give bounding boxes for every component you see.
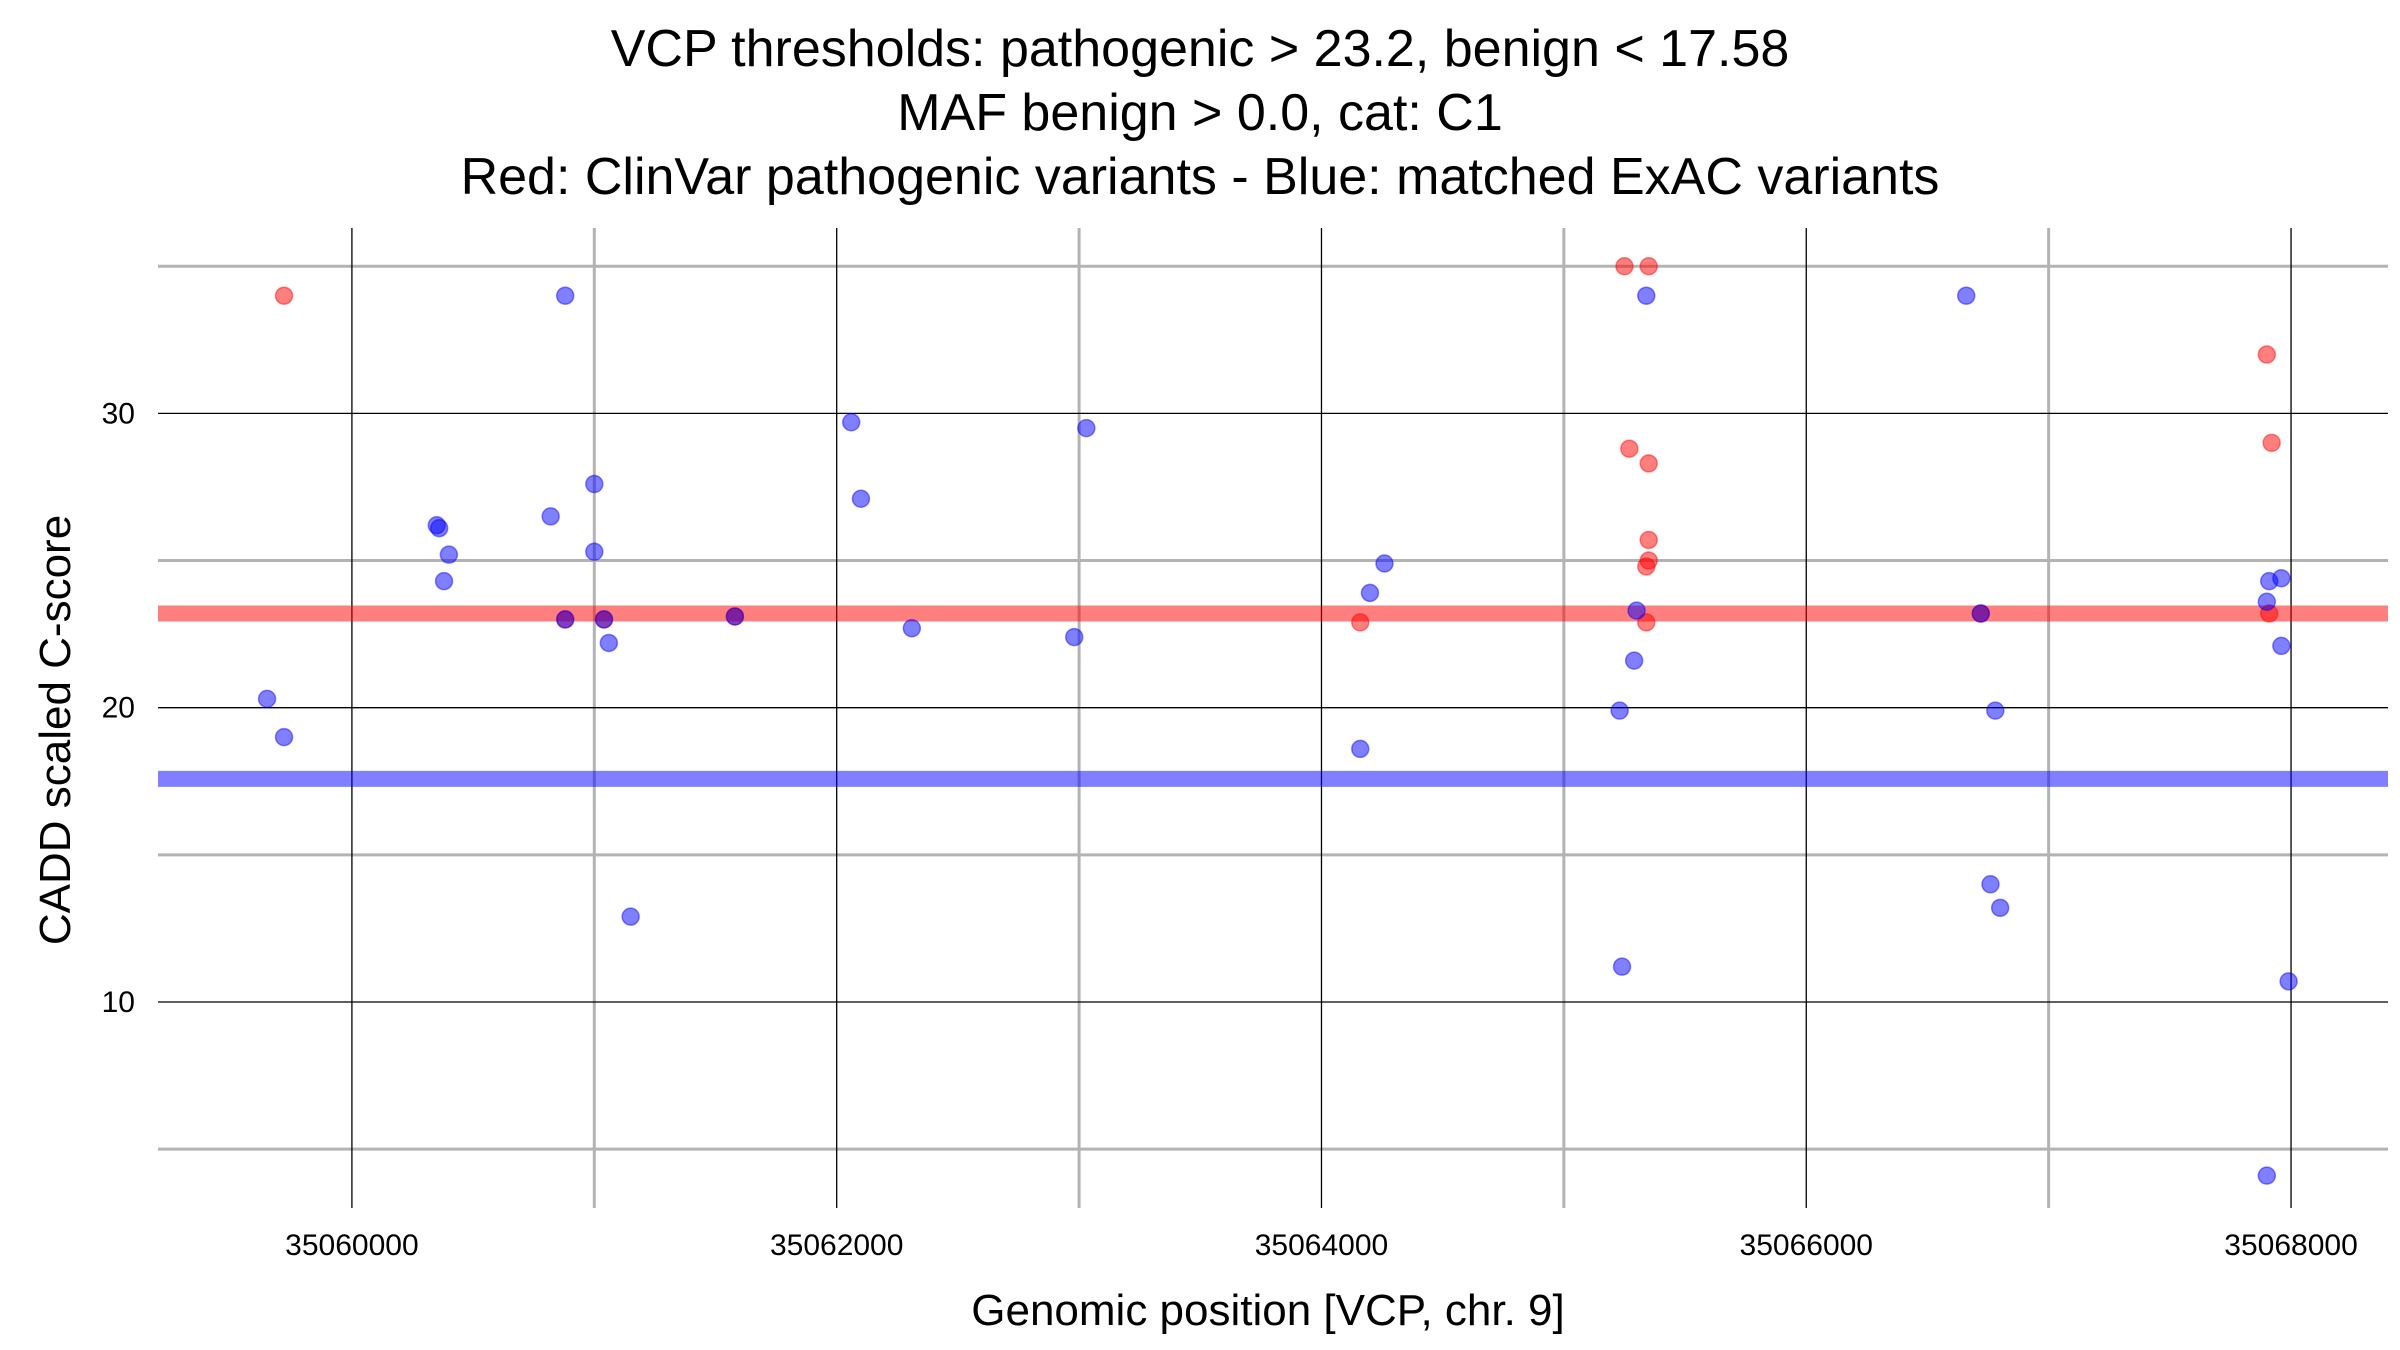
data-point xyxy=(621,907,640,926)
threshold-layer xyxy=(158,605,2388,787)
data-point xyxy=(1375,554,1394,573)
data-point xyxy=(1971,604,1991,623)
data-point xyxy=(2272,568,2291,588)
data-point xyxy=(1064,627,1084,647)
data-point xyxy=(274,727,294,747)
data-point xyxy=(841,412,861,432)
data-point xyxy=(2262,433,2281,453)
chart-title-line-2: MAF benign > 0.0, cat: C1 xyxy=(897,84,1503,142)
data-point xyxy=(1986,701,2005,720)
x-tick-label: 35066000 xyxy=(1740,1229,1873,1262)
data-point xyxy=(1956,286,1976,305)
chart-title-line-3: Red: ClinVar pathogenic variants - Blue:… xyxy=(460,148,1940,206)
x-tick-label: 35068000 xyxy=(2224,1229,2357,1262)
tick-layer: 35060000 35062000 35064000 35066000 35068000… xyxy=(102,397,2358,1262)
x-tick-label: 35064000 xyxy=(1255,1229,1388,1262)
data-point xyxy=(1639,454,1658,473)
data-point xyxy=(257,689,277,709)
data-point xyxy=(1351,739,1370,759)
data-point xyxy=(1612,957,1632,976)
data-point xyxy=(2257,345,2277,364)
data-point xyxy=(1639,530,1658,550)
y-tick-label: 20 xyxy=(102,692,135,725)
data-point xyxy=(851,489,871,509)
data-point xyxy=(2272,636,2291,656)
data-point xyxy=(725,607,745,626)
data-point xyxy=(1610,701,1629,720)
y-tick-label: 30 xyxy=(102,397,135,430)
x-tick-label: 35060000 xyxy=(285,1229,418,1262)
data-point xyxy=(902,618,922,638)
x-tick-label: 35062000 xyxy=(770,1229,903,1262)
data-point xyxy=(1615,257,1634,276)
data-point xyxy=(429,518,449,538)
data-point xyxy=(555,286,575,305)
data-point xyxy=(555,610,575,629)
data-point xyxy=(274,286,294,305)
data-point xyxy=(585,474,604,494)
x-axis-title: Genomic position [VCP, chr. 9] xyxy=(971,1286,1564,1335)
data-point xyxy=(1990,898,2010,918)
data-point xyxy=(1360,583,1380,603)
data-point xyxy=(1981,875,2000,894)
data-point xyxy=(1637,557,1656,576)
data-point xyxy=(1077,418,1096,438)
grid-layer xyxy=(158,228,2388,1208)
data-point xyxy=(2257,592,2277,612)
point-layer xyxy=(257,257,2298,1185)
data-point xyxy=(1624,651,1644,670)
data-point xyxy=(439,545,459,564)
data-point xyxy=(2279,972,2298,991)
y-tick-label: 10 xyxy=(102,986,135,1019)
data-point xyxy=(2257,1166,2277,1185)
data-point xyxy=(1637,613,1656,632)
data-point xyxy=(1627,601,1646,620)
data-point xyxy=(585,542,604,561)
data-point xyxy=(599,633,619,653)
data-point xyxy=(1351,613,1370,632)
data-point xyxy=(1637,286,1656,305)
data-point xyxy=(594,610,614,629)
y-axis-title: CADD scaled C-score xyxy=(31,515,80,945)
data-point xyxy=(541,507,560,526)
chart-title-line-1: VCP thresholds: pathogenic > 23.2, benig… xyxy=(610,20,1790,78)
data-point xyxy=(1620,439,1639,458)
data-point xyxy=(434,571,454,591)
data-point xyxy=(1639,257,1658,276)
